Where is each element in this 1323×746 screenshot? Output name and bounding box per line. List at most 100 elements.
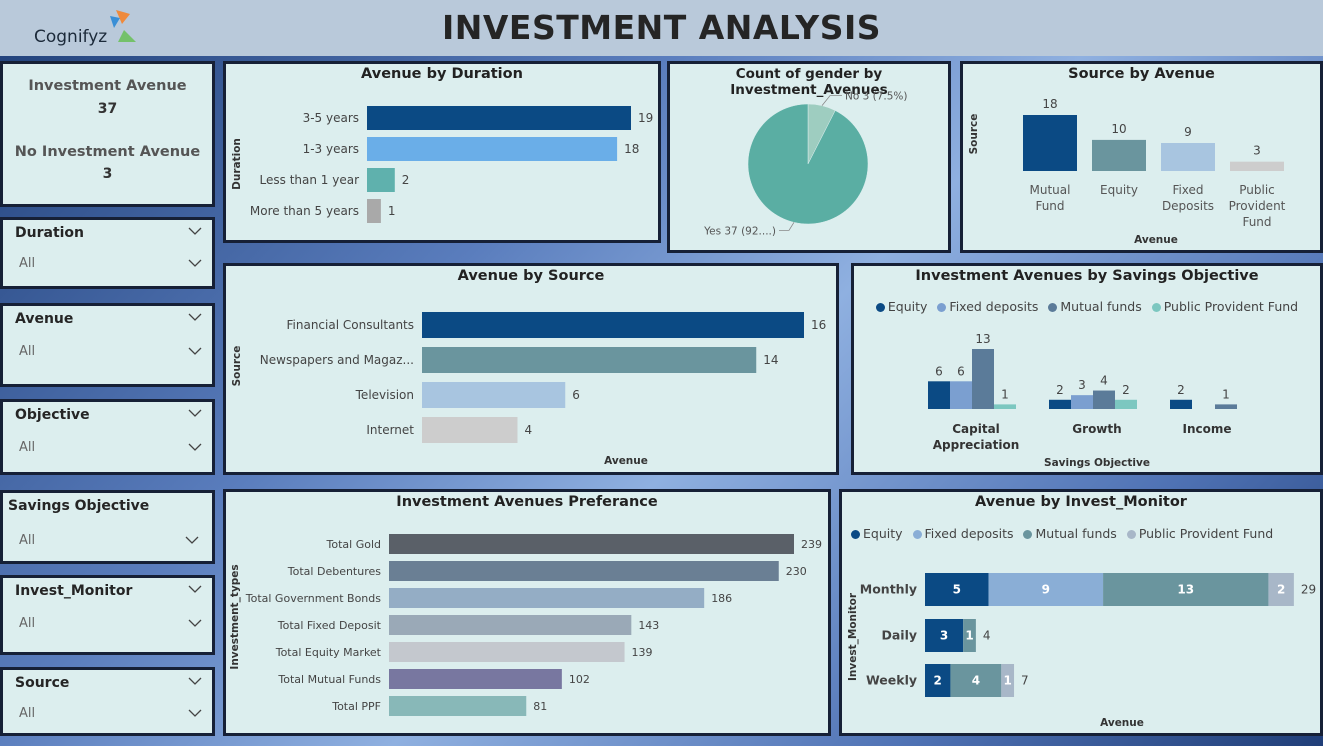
data-label: 19 <box>638 111 653 125</box>
legend-item[interactable]: Public Provident Fund <box>1126 526 1273 541</box>
segment-label: 2 <box>1277 583 1285 597</box>
legend-label: Equity <box>887 299 928 314</box>
bar <box>1049 399 1071 409</box>
data-label: 2 <box>402 173 410 187</box>
kpi-noinvestment-label: No Investment Avenue <box>14 144 201 160</box>
chevron-down-icon[interactable] <box>188 259 202 267</box>
category-label: Total Government Bonds <box>245 592 382 605</box>
slicer-label: Objective <box>15 407 90 423</box>
segment-label: 1 <box>965 629 973 643</box>
slicer-value[interactable]: All <box>19 706 36 721</box>
bar <box>422 312 804 338</box>
source-by-avenue-chart: 18 Mutual Fund 10 Equity 9 Fixed Deposits 3 Publi… <box>968 97 1286 246</box>
bar <box>1071 395 1093 409</box>
bar <box>367 199 381 223</box>
bar <box>389 588 705 608</box>
slicer-value[interactable]: All <box>19 440 36 455</box>
data-label: 143 <box>638 619 659 632</box>
slicer-value[interactable]: All <box>19 533 36 548</box>
chart-avenue-source: Avenue by Source Financial Consultants 16… <box>223 263 839 475</box>
legend-item[interactable]: Equity <box>851 526 903 541</box>
chart-title: Avenue by Duration <box>361 66 523 82</box>
bar-segment <box>1001 664 1015 697</box>
gender-pie-chart: No 3 (7.5%) Yes 37 (92....) <box>703 91 907 238</box>
data-label: 2 <box>1177 383 1185 397</box>
chart-title: Avenue by Invest_Monitor <box>975 494 1187 510</box>
data-label: 9 <box>1184 125 1192 139</box>
chevron-down-icon[interactable] <box>188 619 202 627</box>
total-label: 29 <box>1301 583 1316 597</box>
brand-logo-icon <box>110 10 136 42</box>
data-label: 81 <box>533 700 547 713</box>
legend-item[interactable]: Fixed deposits <box>912 526 1014 541</box>
chevron-down-icon[interactable] <box>188 443 202 451</box>
data-label: 6 <box>572 388 580 402</box>
kpi-investment-label: Investment Avenue <box>28 78 187 94</box>
legend-dot-icon <box>912 530 922 539</box>
legend-item[interactable]: Equity <box>875 299 928 314</box>
category-label: Monthly <box>860 582 917 597</box>
leader-line <box>778 222 795 231</box>
slicer-avenue[interactable]: Avenue All <box>0 303 215 387</box>
y-axis-title: Duration <box>231 138 243 190</box>
slicer-savings-objective[interactable]: Savings Objective All <box>0 490 215 564</box>
data-label: 13 <box>975 332 990 346</box>
category-label: Deposits <box>1162 199 1214 213</box>
data-label: 18 <box>624 142 639 156</box>
chevron-down-icon[interactable] <box>185 536 199 544</box>
kpi-card: Investment Avenue 37 No Investment Avenu… <box>0 61 215 207</box>
segment-label: 3 <box>940 629 948 643</box>
data-label: 14 <box>763 353 778 367</box>
slicer-label: Savings Objective <box>8 498 150 514</box>
chevron-down-icon[interactable] <box>188 227 202 235</box>
chevron-down-icon[interactable] <box>188 347 202 355</box>
slicer-duration[interactable]: Duration All <box>0 217 215 289</box>
legend-label: Equity <box>863 526 903 541</box>
bar <box>422 347 757 373</box>
category-label: Total Equity Market <box>275 646 382 659</box>
bar <box>367 137 618 161</box>
slicer-value[interactable]: All <box>19 344 36 359</box>
legend-label: Public Provident Fund <box>1163 299 1299 314</box>
chart-preference: Investment Avenues Preferance Total Gold… <box>223 489 831 736</box>
category-label: Total Fixed Deposit <box>277 619 382 632</box>
bar <box>1092 139 1146 171</box>
slicer-value[interactable]: All <box>19 256 36 271</box>
category-label: Mutual <box>1030 183 1071 197</box>
savings-legend: Equity Fixed deposits Mutual funds Publi… <box>854 299 1320 314</box>
slicer-value[interactable]: All <box>19 616 36 631</box>
data-label: 102 <box>569 673 590 686</box>
data-label: 186 <box>711 592 732 605</box>
category-label: Provident <box>1229 199 1286 213</box>
data-label: 2 <box>1056 383 1064 397</box>
bar-segment <box>988 573 1104 606</box>
brand-name: Cognifyz <box>34 27 108 47</box>
data-label: 139 <box>632 646 653 659</box>
slicer-invest-monitor[interactable]: Invest_Monitor All <box>0 575 215 655</box>
legend-item[interactable]: Public Provident Fund <box>1151 299 1299 314</box>
slicer-objective[interactable]: Objective All <box>0 399 215 475</box>
y-axis-title: Invest_Monitor <box>847 592 859 681</box>
x-axis-title: Avenue <box>604 455 648 467</box>
legend-item[interactable]: Mutual funds <box>1048 299 1142 314</box>
bar-segment <box>950 664 1002 697</box>
bar <box>389 534 794 554</box>
bar <box>389 696 527 716</box>
chevron-down-icon[interactable] <box>188 313 202 321</box>
slicer-source[interactable]: Source All <box>0 667 215 736</box>
legend-item[interactable]: Fixed deposits <box>937 299 1038 314</box>
chevron-down-icon[interactable] <box>188 585 202 593</box>
chevron-down-icon[interactable] <box>188 709 202 717</box>
bar <box>1170 399 1192 409</box>
chevron-down-icon[interactable] <box>188 677 202 685</box>
category-label: 1-3 years <box>303 142 359 156</box>
x-axis-title: Avenue <box>1100 717 1144 729</box>
category-label: Income <box>1182 422 1231 436</box>
chevron-down-icon[interactable] <box>188 409 202 417</box>
bar-segment <box>925 664 951 697</box>
chart-gender: Count of gender by Investment_Avenues No… <box>667 61 951 253</box>
category-label: Total PPF <box>331 700 381 713</box>
chart-title: Source by Avenue <box>1068 66 1215 82</box>
legend-item[interactable]: Mutual funds <box>1023 526 1117 541</box>
slicer-label: Source <box>15 675 70 691</box>
